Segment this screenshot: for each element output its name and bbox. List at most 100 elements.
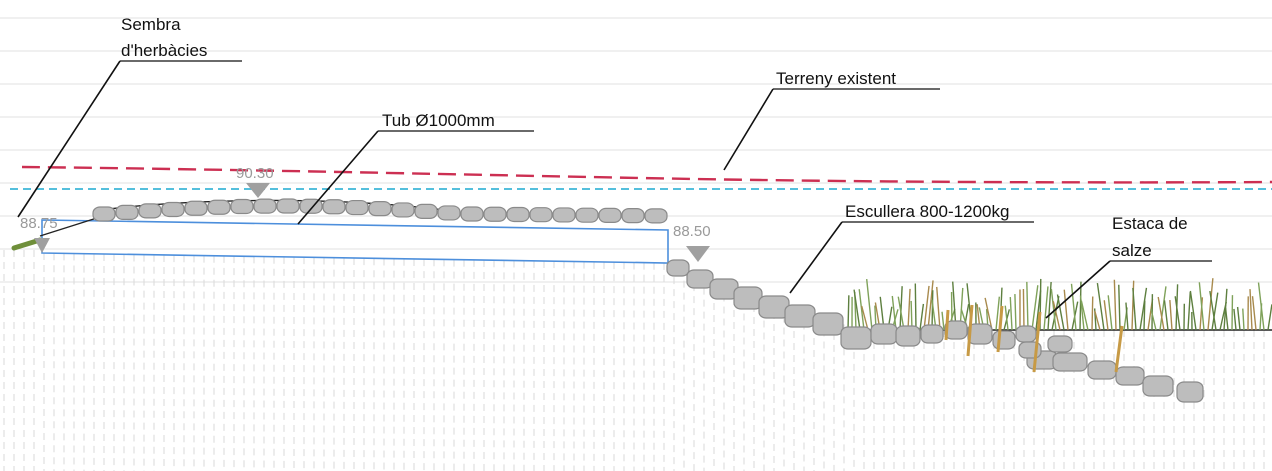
grass-blade [1056,294,1065,331]
rock [1115,366,1145,386]
elevation-marker-top [246,183,270,198]
grass-blade [1236,306,1241,331]
rock [552,207,576,223]
grass-blade [914,283,917,331]
grass-blade [941,311,945,331]
rock [299,198,323,214]
left-grass-strip [11,237,43,251]
grass-blade [1022,288,1025,331]
rock [161,201,185,218]
grass-blade [1224,307,1229,331]
grass-blade [1209,290,1217,331]
willow-stake [1114,325,1124,373]
grass-blade [1113,279,1117,331]
grass-blade [1267,304,1272,331]
rock [967,323,993,345]
grass-blade [1052,301,1061,331]
rock [460,206,484,222]
grass-blade [1198,282,1205,331]
rock [391,202,415,218]
grass-blade [1125,302,1129,331]
rock [686,269,714,289]
label-riprap: Escullera 800-1200kg [845,202,1009,221]
elevation-right: 88.50 [673,223,711,240]
grass-blade [1063,289,1069,331]
rock [944,320,968,340]
grass-blade [1139,287,1148,331]
grass-blade [1199,297,1204,331]
rock [598,207,622,223]
label-herbaceous-line2: d'herbàcies [121,41,207,60]
elevation-top: 90.30 [236,165,274,182]
grass-blade [1026,281,1029,331]
grass-blade [1070,283,1077,331]
pipe-outline [41,219,669,264]
willow-stake [1032,311,1042,373]
grass-blade [1131,280,1135,331]
grass-blade [1094,310,1101,331]
rock [368,201,392,217]
grass-blade [1091,296,1094,331]
label-willow-stake-line2: salze [1112,241,1152,260]
rock [230,198,254,215]
rock [529,207,553,223]
willow-stakes [944,304,1124,373]
rock [895,325,921,347]
grass-blade [1132,287,1137,331]
existing-ground-line [21,165,1272,184]
rock [621,208,645,224]
rock [870,323,898,345]
rock [1047,335,1073,353]
grass-blade [931,290,934,331]
riparian-vegetation [847,278,1272,331]
grass-blade [1150,308,1157,331]
grass-blade [1257,282,1265,331]
rock [184,200,208,216]
rock [575,207,599,223]
leader-riprap [789,221,843,294]
grass-blade [1043,286,1049,331]
grass-blade [1143,300,1146,331]
grass-blade [1233,308,1237,331]
grass-blade [995,296,1001,331]
grass-blade [1211,292,1219,331]
grass-blade [1050,288,1057,331]
leader-existing-ground [723,88,774,171]
rock [1176,381,1204,403]
label-willow-stake-line1: Estaca de [1112,214,1188,233]
grass-blade [919,303,925,331]
rock [644,208,668,224]
rock [437,205,461,221]
rock [276,198,300,214]
grass-blade [1079,281,1082,331]
grass-blade [1107,295,1113,331]
rock [506,206,530,223]
grass-blade [936,286,941,331]
grass-blade [1189,290,1197,331]
grass-blade [1163,300,1169,331]
rock [115,204,139,221]
rock [1015,325,1037,343]
grass-blade [1093,308,1097,331]
rock [1087,360,1117,380]
leader-pipe [297,130,379,225]
rock [920,324,944,344]
rock [992,330,1016,350]
elevation-marker-right [686,246,710,262]
rock [840,326,872,350]
grass-blade [1169,299,1173,331]
grass-blade [1159,286,1167,331]
grass-blade [1174,296,1181,331]
rock [138,203,162,219]
rock [784,304,816,328]
grass-blade [847,295,850,331]
rock [414,203,438,219]
grass-blade [1187,292,1191,331]
rock [812,312,844,336]
leader-willow-stake [1045,260,1111,319]
grass-blade [1079,295,1085,331]
rock [322,199,346,215]
willow-stake [966,304,974,357]
leader-herbaceous [17,60,121,218]
